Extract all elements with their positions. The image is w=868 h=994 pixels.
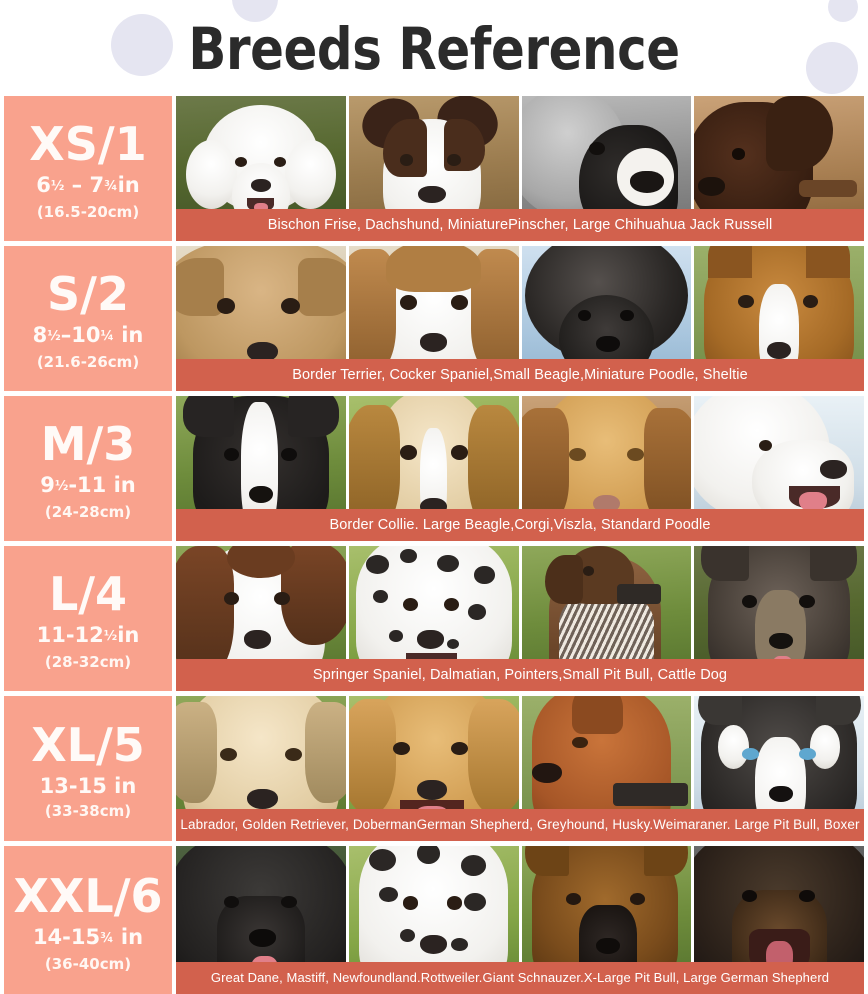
size-label-panel: L/4 11-12½in (28-32cm) bbox=[4, 546, 172, 691]
breed-photo-area: Border Terrier, Cocker Spaniel,Small Bea… bbox=[176, 246, 864, 391]
breed-photo-area: Bischon Frise, Dachshund, MiniaturePinsc… bbox=[176, 96, 864, 241]
size-label-panel: XS/1 6½ – 7¾in (16.5-20cm) bbox=[4, 96, 172, 241]
inch-separator: – 7 bbox=[64, 173, 105, 197]
size-inch-range: 13-15 in bbox=[40, 772, 137, 800]
size-label-panel: M/3 9½-11 in (24-28cm) bbox=[4, 396, 172, 541]
size-code: XS/1 bbox=[29, 117, 147, 171]
breed-caption: Bischon Frise, Dachshund, MiniaturePinsc… bbox=[176, 209, 864, 241]
breed-photo-area: Springer Spaniel, Dalmatian, Pointers,Sm… bbox=[176, 546, 864, 691]
size-cm-range: (33-38cm) bbox=[44, 802, 132, 820]
size-label-panel: XL/5 13-15 in (33-38cm) bbox=[4, 696, 172, 841]
page-title: Breeds Reference bbox=[188, 15, 680, 83]
inch-fraction: ¾ bbox=[104, 179, 118, 194]
size-row-s: S/2 8½–10¼ in (21.6-26cm) bbox=[4, 246, 864, 391]
size-row-xs: XS/1 6½ – 7¾in (16.5-20cm) bbox=[4, 96, 864, 241]
size-row-m: M/3 9½-11 in (24-28cm) bbox=[4, 396, 864, 541]
inch-fraction: ¾ bbox=[100, 930, 114, 946]
inch-main: 9 bbox=[40, 473, 55, 497]
size-cm-range: (24-28cm) bbox=[44, 503, 132, 521]
inch-separator: –10 bbox=[60, 323, 101, 347]
size-row-l: L/4 11-12½in (28-32cm) bbox=[4, 546, 864, 691]
breed-caption: Springer Spaniel, Dalmatian, Pointers,Sm… bbox=[176, 659, 864, 691]
inch-main: 8 bbox=[32, 323, 48, 347]
size-code: L/4 bbox=[48, 567, 128, 621]
size-inch-range: 14-15¾ in bbox=[33, 923, 143, 953]
breed-caption: Labrador, Golden Retriever, DobermanGerm… bbox=[176, 809, 864, 841]
inch-main: 11-12 bbox=[36, 623, 104, 647]
size-row-xxl: XXL/6 14-15¾ in (36-40cm) bbox=[4, 846, 864, 994]
breed-photo-area: Great Dane, Mastiff, Newfoundland.Rottwe… bbox=[176, 846, 864, 994]
inch-unit: in bbox=[113, 924, 144, 949]
inch-unit: in bbox=[117, 623, 140, 647]
size-inch-range: 9½-11 in bbox=[40, 471, 136, 501]
size-label-panel: S/2 8½–10¼ in (21.6-26cm) bbox=[4, 246, 172, 391]
decorative-circle-icon bbox=[828, 0, 858, 22]
size-cm-range: (16.5-20cm) bbox=[36, 203, 140, 221]
breed-photo-area: Border Collie. Large Beagle,Corgi,Viszla… bbox=[176, 396, 864, 541]
size-code: S/2 bbox=[47, 267, 129, 321]
inch-fraction: ½ bbox=[54, 479, 69, 494]
size-inch-range: 6½ – 7¾in bbox=[36, 171, 139, 201]
inch-fraction: ½ bbox=[47, 329, 61, 344]
inch-unit: in bbox=[121, 323, 144, 347]
breed-caption: Great Dane, Mastiff, Newfoundland.Rottwe… bbox=[176, 962, 864, 994]
decorative-circle-icon bbox=[806, 42, 858, 94]
size-inch-range: 11-12½in bbox=[37, 621, 140, 651]
inch-unit: in bbox=[106, 774, 137, 798]
breed-caption: Border Collie. Large Beagle,Corgi,Viszla… bbox=[176, 509, 864, 541]
size-chart: XS/1 6½ – 7¾in (16.5-20cm) bbox=[0, 96, 868, 994]
inch-fraction: ½ bbox=[50, 179, 65, 194]
decorative-circle-icon bbox=[232, 0, 278, 22]
inch-unit: in bbox=[117, 173, 140, 197]
inch-fraction: ¼ bbox=[100, 329, 114, 344]
size-code: XL/5 bbox=[31, 718, 145, 772]
breed-photo-area: Labrador, Golden Retriever, DobermanGerm… bbox=[176, 696, 864, 841]
size-cm-range: (28-32cm) bbox=[44, 653, 132, 671]
inch-fraction: ½ bbox=[103, 629, 118, 644]
inch-separator: -11 bbox=[68, 473, 107, 497]
breed-caption: Border Terrier, Cocker Spaniel,Small Bea… bbox=[176, 359, 864, 391]
size-label-panel: XXL/6 14-15¾ in (36-40cm) bbox=[4, 846, 172, 994]
inch-main: 6 bbox=[36, 173, 51, 197]
inch-main: 14-15 bbox=[32, 924, 101, 949]
page-header: Breeds Reference bbox=[0, 0, 868, 96]
inch-unit: in bbox=[106, 473, 136, 497]
size-cm-range: (36-40cm) bbox=[44, 954, 132, 973]
size-code: M/3 bbox=[40, 417, 136, 471]
size-code: XXL/6 bbox=[13, 868, 163, 923]
size-row-xl: XL/5 13-15 in (33-38cm) bbox=[4, 696, 864, 841]
inch-main: 13-15 bbox=[39, 774, 107, 798]
decorative-circle-icon bbox=[111, 14, 173, 76]
size-inch-range: 8½–10¼ in bbox=[33, 321, 144, 351]
size-cm-range: (21.6-26cm) bbox=[36, 353, 140, 371]
